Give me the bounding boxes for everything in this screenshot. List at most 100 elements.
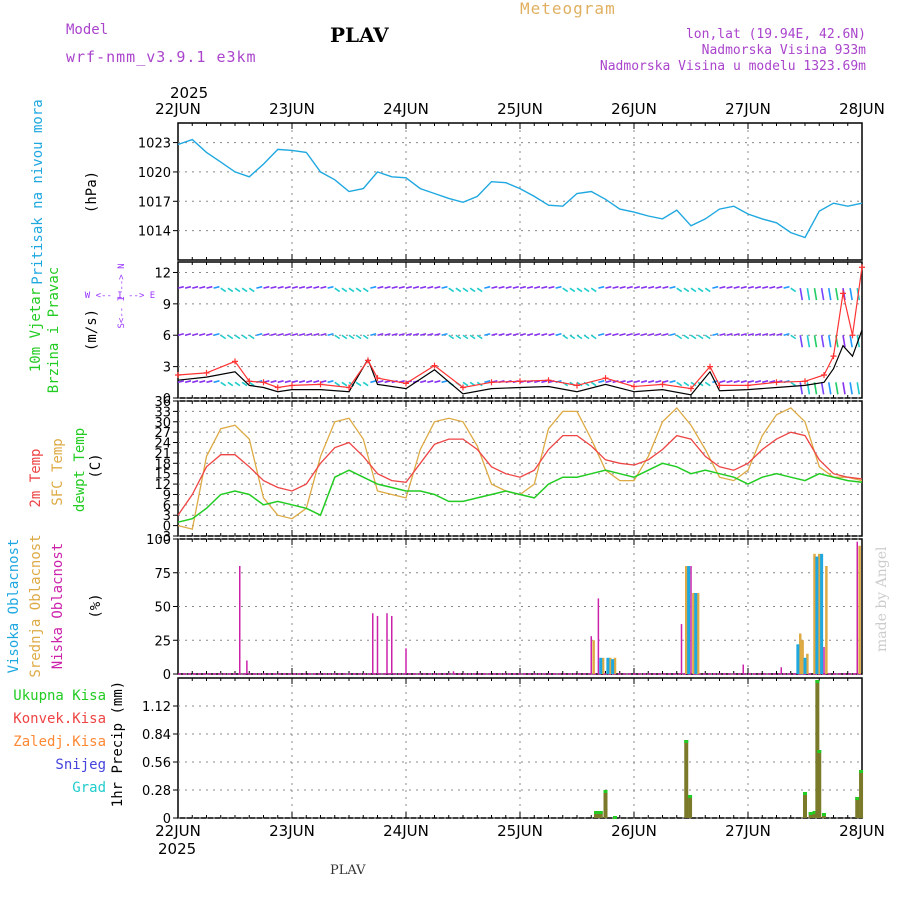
y-tick-label-pressure: 1020 bbox=[138, 166, 171, 181]
y-tick-label-precip: 0.56 bbox=[142, 756, 171, 771]
wind-barb bbox=[769, 380, 776, 384]
wind-barb bbox=[576, 334, 583, 340]
temp-2m-line bbox=[177, 431, 863, 516]
wind-barb bbox=[590, 287, 597, 293]
wind-barb bbox=[740, 285, 747, 289]
wind-barb bbox=[313, 380, 320, 384]
wind-barb bbox=[391, 285, 398, 289]
wind-barb bbox=[227, 381, 234, 387]
y-tick-label-clouds: 0 bbox=[163, 668, 171, 683]
wind-barb bbox=[849, 382, 853, 395]
precip-bar bbox=[815, 680, 820, 818]
wind-barb bbox=[626, 380, 633, 384]
wind-barb bbox=[384, 332, 391, 337]
wind-barb bbox=[526, 332, 534, 337]
wind-barb bbox=[484, 332, 491, 337]
precip-bar-top bbox=[596, 811, 601, 814]
wind-barb bbox=[412, 332, 420, 337]
wind-barb bbox=[799, 382, 804, 395]
y-tick-label-temperature: 0 bbox=[163, 520, 171, 535]
cloud-bar bbox=[597, 598, 600, 674]
wind-barb bbox=[334, 287, 341, 293]
wind-barb bbox=[740, 332, 747, 337]
cloud-bar bbox=[680, 624, 683, 674]
wind-barb bbox=[655, 285, 662, 289]
precip-bar bbox=[603, 790, 608, 818]
wind-barb bbox=[320, 332, 327, 337]
wind-barb bbox=[277, 285, 284, 289]
temp-unit: (C) bbox=[88, 453, 104, 478]
wind-barb bbox=[747, 285, 755, 289]
wind-barb bbox=[348, 287, 355, 293]
wind-barb bbox=[626, 285, 633, 289]
wind-barb bbox=[719, 380, 726, 384]
wind-barb bbox=[234, 381, 241, 387]
cloud-bar bbox=[590, 636, 592, 674]
wind-barb bbox=[820, 382, 825, 395]
y-tick-label-clouds: 75 bbox=[154, 567, 171, 582]
wind-barb bbox=[612, 285, 619, 289]
wind-barb bbox=[747, 332, 755, 337]
wind-barb bbox=[633, 380, 641, 384]
precip-bar bbox=[855, 797, 860, 818]
wind-barb bbox=[754, 285, 762, 289]
wind-barb bbox=[491, 332, 498, 337]
gust-marker bbox=[859, 264, 865, 271]
cloud-bar bbox=[611, 659, 615, 674]
panel-frame-pressure bbox=[177, 122, 863, 261]
precip-bar bbox=[803, 792, 807, 818]
wind-barb bbox=[598, 285, 605, 289]
wind-barb bbox=[334, 334, 341, 340]
x-tick-label-top: 25JUN bbox=[497, 100, 543, 118]
gust-marker bbox=[488, 379, 495, 386]
y-tick-label-temperature: 9 bbox=[163, 488, 171, 503]
wind-barb bbox=[498, 332, 505, 337]
cloud-bar bbox=[246, 660, 248, 674]
gust-marker bbox=[289, 382, 295, 389]
wind-barb bbox=[177, 285, 185, 289]
wind-barb bbox=[291, 380, 299, 384]
wind-barb bbox=[441, 380, 448, 384]
wind-barb bbox=[434, 285, 441, 289]
wind-barb bbox=[541, 332, 548, 337]
wind-barb bbox=[790, 287, 797, 293]
wind-barb bbox=[555, 332, 562, 337]
precip-legend-2: Zaledj.Kisa bbox=[13, 734, 106, 750]
wind-barb bbox=[327, 285, 334, 289]
precip-bar-top bbox=[803, 792, 807, 795]
pressure-unit: (hPa) bbox=[84, 171, 100, 213]
precip-bar-top bbox=[613, 816, 617, 819]
wind-barb bbox=[277, 332, 284, 337]
cloud-bar bbox=[796, 644, 800, 674]
wind-compass-sn: S<-- I --> N bbox=[117, 263, 127, 328]
wind-compass-we: W <-- I --> E bbox=[85, 291, 155, 301]
wind-barb bbox=[590, 334, 597, 340]
wind-barb bbox=[362, 287, 369, 293]
y-tick-label-temperature: 15 bbox=[154, 468, 171, 483]
cloud-bar bbox=[452, 671, 455, 674]
cloud-bar bbox=[815, 556, 819, 674]
wind-barb bbox=[719, 332, 726, 337]
wind-barb bbox=[256, 285, 263, 289]
wind-barb bbox=[284, 332, 291, 337]
gust-marker bbox=[849, 332, 856, 339]
wind-barb bbox=[184, 285, 192, 289]
cloud-bar bbox=[687, 566, 691, 674]
wind-ylabel-2: Brzina i Pravac bbox=[46, 267, 62, 393]
wind-barb bbox=[534, 332, 541, 337]
year-top: 2025 bbox=[170, 84, 208, 102]
model-name: wrf-nmm_v3.9.1 e3km bbox=[66, 48, 257, 66]
cloud-ylabel-3: Niska Oblacnost bbox=[50, 543, 66, 669]
wind-barb bbox=[184, 332, 192, 337]
gust-marker bbox=[840, 290, 846, 297]
wind-barb bbox=[762, 332, 769, 337]
wind-barb bbox=[206, 285, 213, 289]
cloud-bar bbox=[692, 593, 695, 674]
wind-barb bbox=[619, 285, 626, 289]
precip-bar bbox=[684, 740, 689, 818]
wind-barb bbox=[669, 332, 676, 337]
gust-marker bbox=[374, 375, 381, 382]
wind-barb bbox=[640, 285, 648, 289]
gust-marker bbox=[517, 378, 523, 385]
wind-barb bbox=[306, 380, 313, 384]
